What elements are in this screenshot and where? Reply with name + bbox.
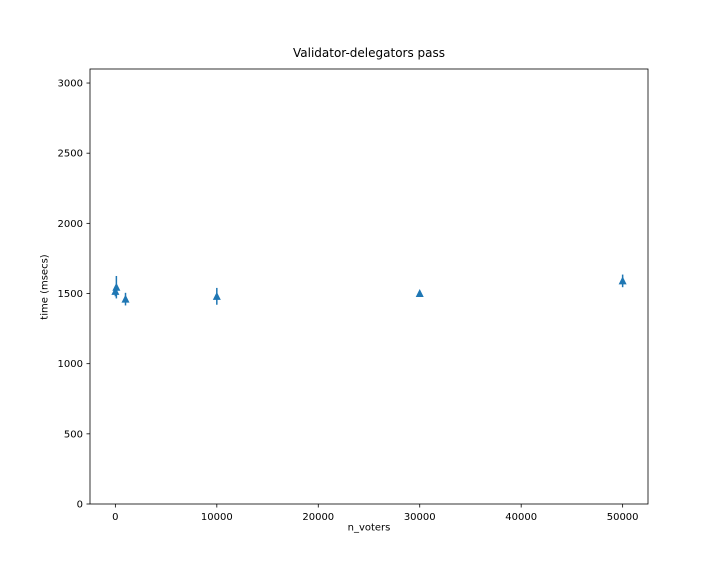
y-tick-label: 500 bbox=[64, 429, 83, 440]
y-tick-label: 1000 bbox=[58, 359, 83, 370]
data-point-marker bbox=[415, 289, 424, 298]
data-point-marker bbox=[121, 294, 130, 303]
x-tick-label: 0 bbox=[112, 512, 118, 523]
x-tick-label: 50000 bbox=[607, 512, 639, 523]
y-tick-label: 2500 bbox=[58, 149, 83, 160]
y-tick-label: 1500 bbox=[58, 289, 83, 300]
x-tick-label: 10000 bbox=[201, 512, 233, 523]
x-tick-label: 30000 bbox=[404, 512, 436, 523]
data-point-marker bbox=[212, 291, 221, 300]
data-point-marker bbox=[111, 286, 120, 295]
y-tick-label: 3000 bbox=[58, 79, 83, 90]
y-tick-label: 0 bbox=[77, 500, 83, 511]
x-tick-label: 20000 bbox=[302, 512, 334, 523]
data-point-marker bbox=[112, 282, 121, 291]
data-point-marker bbox=[618, 276, 627, 285]
y-tick-label: 2000 bbox=[58, 219, 83, 230]
chart-title: Validator-delegators pass bbox=[292, 46, 446, 60]
x-axis-label: n_voters bbox=[347, 522, 391, 534]
y-axis-label: time (msecs) bbox=[39, 254, 51, 320]
axes-spines bbox=[89, 68, 649, 505]
x-tick-label: 40000 bbox=[505, 512, 537, 523]
